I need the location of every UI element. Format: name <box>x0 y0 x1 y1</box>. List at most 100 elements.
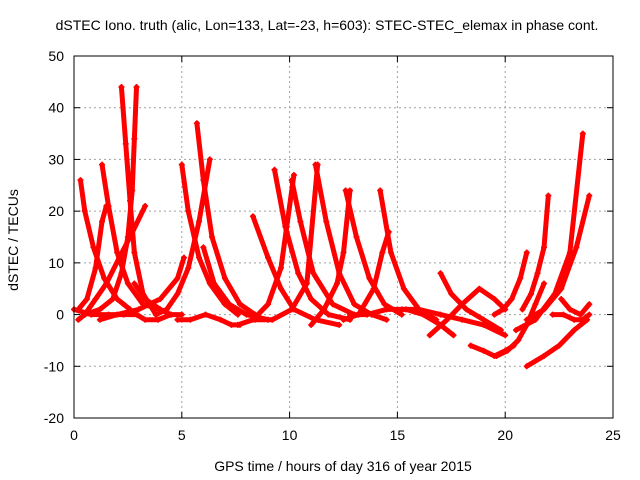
data-point <box>336 321 343 328</box>
data-point <box>142 202 149 209</box>
data-point <box>237 301 244 308</box>
data-point <box>321 306 328 313</box>
data-point <box>163 306 170 313</box>
data-point <box>329 301 336 308</box>
grid-lines <box>74 56 613 418</box>
x-tick-label: 15 <box>390 427 406 443</box>
data-point <box>185 208 192 215</box>
data-point <box>290 171 297 178</box>
data-point <box>346 311 353 318</box>
data-point <box>353 234 360 240</box>
data-point <box>312 161 319 168</box>
data-point <box>155 316 162 323</box>
y-tick-label: 30 <box>48 151 64 167</box>
data-point <box>92 296 99 303</box>
series-line <box>558 296 592 318</box>
data-series-track <box>152 156 213 318</box>
data-point <box>491 296 498 303</box>
data-point <box>81 311 88 318</box>
data-point <box>493 352 500 359</box>
y-tick-label: 10 <box>48 255 64 271</box>
data-point <box>174 275 181 282</box>
data-point <box>443 316 450 323</box>
y-tick-label: 40 <box>48 100 64 116</box>
data-point <box>77 177 84 184</box>
series-line <box>250 213 342 328</box>
data-point <box>142 316 149 323</box>
data-point <box>351 301 358 308</box>
data-point <box>131 249 138 256</box>
data-point <box>340 249 347 256</box>
data-point <box>541 244 548 251</box>
data-point <box>196 218 203 225</box>
data-point <box>364 311 371 318</box>
data-point <box>541 352 548 359</box>
data-point <box>515 337 522 344</box>
data-point <box>282 223 289 230</box>
data-point <box>551 290 558 297</box>
data-point <box>157 296 164 303</box>
y-tick-label: 0 <box>56 307 64 323</box>
data-point <box>512 327 519 334</box>
data-point <box>545 192 552 199</box>
data-series-track <box>193 120 259 318</box>
data-point <box>129 187 136 194</box>
x-tick-label: 10 <box>282 427 298 443</box>
x-axis-ticks: 0 5 10 15 20 25 <box>70 56 621 443</box>
data-series-track <box>312 161 390 323</box>
data-point <box>81 208 88 215</box>
data-point <box>437 311 444 318</box>
y-axis-label: dSTEC / TECUs <box>5 189 21 291</box>
data-series-track <box>437 270 504 334</box>
y-tick-label: -20 <box>44 410 64 426</box>
data-point <box>571 327 578 334</box>
data-point <box>208 234 215 240</box>
data-point <box>523 363 530 370</box>
data-point <box>577 311 584 318</box>
data-point <box>122 140 129 147</box>
series-line <box>194 120 258 318</box>
data-point <box>463 306 470 313</box>
data-point <box>556 342 563 349</box>
data-series-track <box>234 171 297 328</box>
data-series-track <box>96 254 187 323</box>
data-series <box>71 84 593 370</box>
data-point <box>277 285 284 292</box>
data-point <box>252 316 259 323</box>
data-point <box>383 306 390 313</box>
data-point <box>202 311 209 318</box>
x-tick-label: 0 <box>70 427 78 443</box>
data-point <box>560 311 567 318</box>
data-point <box>152 311 159 318</box>
data-point <box>387 249 394 256</box>
data-point <box>377 187 384 194</box>
data-point <box>579 316 586 323</box>
data-point <box>508 296 515 303</box>
series-line <box>524 317 590 369</box>
data-point <box>297 218 304 225</box>
data-point <box>579 130 586 137</box>
series-line <box>97 255 187 323</box>
data-point <box>99 161 106 168</box>
data-point <box>571 316 578 323</box>
series-line <box>494 281 547 359</box>
data-point <box>323 218 330 225</box>
data-point <box>185 265 192 272</box>
data-series-track <box>519 192 552 313</box>
data-point <box>131 135 138 142</box>
data-series-track <box>549 311 593 323</box>
data-point <box>500 306 507 313</box>
data-series-track <box>377 187 440 323</box>
data-point <box>504 347 511 354</box>
data-point <box>114 311 121 318</box>
data-point <box>133 84 140 91</box>
data-point <box>467 342 474 349</box>
data-point <box>217 316 224 323</box>
data-point <box>83 296 90 303</box>
data-point <box>187 316 194 323</box>
series-line <box>550 312 592 323</box>
data-point <box>288 306 295 313</box>
data-point <box>101 275 108 282</box>
data-point <box>114 249 121 256</box>
data-point <box>370 285 377 292</box>
